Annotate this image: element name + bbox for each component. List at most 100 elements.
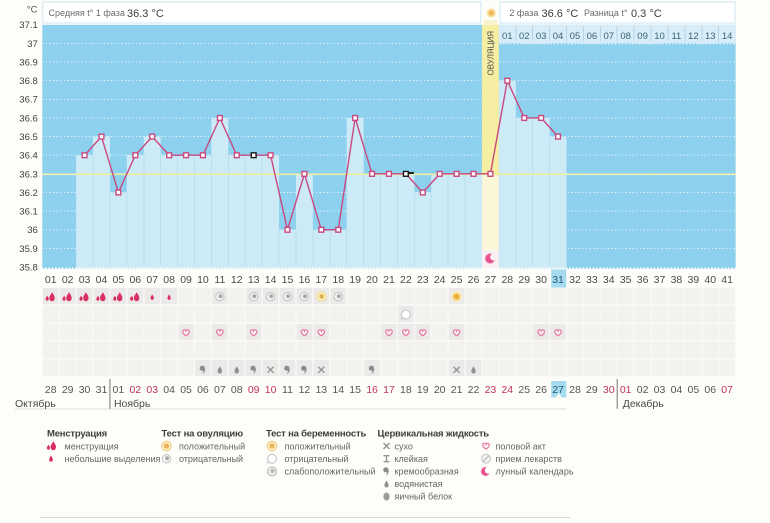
svg-text:31: 31 (552, 274, 564, 286)
svg-text:36.5: 36.5 (19, 132, 38, 143)
svg-text:21: 21 (383, 274, 395, 286)
svg-text:03: 03 (146, 384, 158, 396)
svg-text:36.3 °C: 36.3 °C (127, 8, 164, 20)
svg-text:39: 39 (687, 274, 699, 286)
svg-text:Тест на беременность: Тест на беременность (266, 429, 366, 440)
svg-text:36.1: 36.1 (19, 207, 38, 218)
svg-text:16: 16 (366, 384, 378, 396)
svg-text:37: 37 (27, 39, 38, 50)
svg-text:Средняя t° 1 фаза: Средняя t° 1 фаза (49, 8, 125, 18)
svg-text:слабоположительный: слабоположительный (285, 467, 376, 477)
svg-text:отрицательный: отрицательный (179, 454, 243, 464)
svg-text:37: 37 (654, 274, 666, 286)
svg-text:33: 33 (586, 274, 598, 286)
svg-text:сухо: сухо (395, 441, 413, 451)
svg-text:02: 02 (129, 384, 141, 396)
svg-text:10: 10 (654, 31, 665, 42)
svg-text:13: 13 (248, 274, 260, 286)
svg-text:36.4: 36.4 (19, 151, 38, 162)
svg-text:Октябрь: Октябрь (15, 398, 56, 410)
svg-text:01: 01 (620, 384, 632, 396)
svg-text:21: 21 (451, 384, 463, 396)
svg-text:04: 04 (96, 274, 108, 286)
svg-text:менструация: менструация (65, 441, 119, 451)
svg-text:18: 18 (332, 274, 344, 286)
svg-text:06: 06 (129, 274, 141, 286)
svg-text:36.2: 36.2 (19, 188, 38, 199)
svg-text:37.1: 37.1 (19, 20, 38, 31)
svg-text:08: 08 (620, 31, 631, 42)
svg-text:°C: °C (27, 5, 38, 16)
svg-text:01: 01 (502, 31, 513, 42)
svg-text:02: 02 (519, 31, 530, 42)
svg-text:14: 14 (722, 31, 733, 42)
svg-text:22: 22 (468, 384, 480, 396)
svg-text:07: 07 (214, 384, 226, 396)
svg-text:06: 06 (704, 384, 716, 396)
svg-text:02: 02 (637, 384, 649, 396)
svg-text:Тест на овуляцию: Тест на овуляцию (162, 429, 244, 440)
svg-text:25: 25 (451, 274, 463, 286)
svg-text:кремообразная: кремообразная (395, 467, 459, 477)
svg-text:20: 20 (434, 384, 446, 396)
svg-text:положительный: положительный (179, 441, 245, 451)
svg-text:Менструация: Менструация (47, 429, 107, 440)
svg-text:07: 07 (146, 274, 158, 286)
svg-text:36.6 °C: 36.6 °C (542, 8, 579, 20)
svg-text:небольшие выделения: небольшие выделения (65, 454, 161, 464)
svg-text:35: 35 (620, 274, 632, 286)
svg-text:10: 10 (197, 274, 209, 286)
svg-text:03: 03 (654, 384, 666, 396)
svg-text:04: 04 (671, 384, 683, 396)
svg-text:13: 13 (315, 384, 327, 396)
svg-text:35.8: 35.8 (19, 262, 38, 273)
svg-text:28: 28 (501, 274, 513, 286)
svg-text:11: 11 (282, 384, 293, 396)
svg-text:19: 19 (349, 274, 361, 286)
svg-text:24: 24 (501, 384, 513, 396)
svg-text:26: 26 (535, 384, 547, 396)
svg-text:0.3 °C: 0.3 °C (631, 8, 662, 20)
svg-text:19: 19 (417, 384, 429, 396)
svg-text:04: 04 (163, 384, 175, 396)
svg-text:09: 09 (637, 31, 648, 42)
svg-text:35.9: 35.9 (19, 244, 38, 255)
svg-text:28: 28 (569, 384, 581, 396)
svg-text:40: 40 (704, 274, 716, 286)
svg-text:31: 31 (96, 384, 108, 396)
svg-text:01: 01 (45, 274, 57, 286)
svg-text:прием лекарств: прием лекарств (496, 454, 563, 464)
svg-text:02: 02 (62, 274, 74, 286)
svg-text:07: 07 (603, 31, 614, 42)
svg-text:30: 30 (535, 274, 547, 286)
svg-text:водянистая: водянистая (395, 479, 443, 489)
svg-text:13: 13 (705, 31, 716, 42)
svg-text:08: 08 (231, 384, 243, 396)
svg-text:05: 05 (113, 274, 125, 286)
svg-text:05: 05 (687, 384, 699, 396)
svg-text:30: 30 (79, 384, 91, 396)
svg-text:06: 06 (587, 31, 598, 42)
svg-text:17: 17 (315, 274, 327, 286)
svg-text:03: 03 (79, 274, 91, 286)
svg-text:36.3: 36.3 (19, 169, 38, 180)
svg-text:26: 26 (468, 274, 480, 286)
svg-text:положительный: положительный (285, 441, 351, 451)
svg-text:Цервикальная жидкость: Цервикальная жидкость (378, 429, 490, 440)
svg-text:Разница t°: Разница t° (584, 8, 628, 18)
svg-text:половой акт: половой акт (496, 441, 546, 451)
svg-text:14: 14 (265, 274, 277, 286)
svg-text:28: 28 (45, 384, 57, 396)
svg-text:01: 01 (113, 384, 125, 396)
svg-text:11: 11 (671, 31, 681, 42)
svg-text:10: 10 (265, 384, 277, 396)
svg-text:29: 29 (62, 384, 74, 396)
svg-text:Декабрь: Декабрь (623, 398, 664, 410)
svg-text:29: 29 (586, 384, 598, 396)
svg-text:06: 06 (197, 384, 209, 396)
svg-text:08: 08 (163, 274, 175, 286)
svg-text:36.7: 36.7 (19, 95, 38, 106)
svg-text:32: 32 (569, 274, 581, 286)
svg-text:36.6: 36.6 (19, 113, 38, 124)
svg-text:05: 05 (180, 384, 192, 396)
